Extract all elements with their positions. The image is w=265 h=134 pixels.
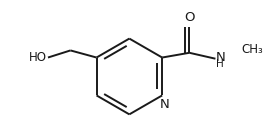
Text: H: H [216, 59, 224, 69]
Text: O: O [184, 11, 195, 24]
Text: N: N [160, 98, 170, 111]
Text: CH₃: CH₃ [241, 43, 263, 56]
Text: N: N [216, 51, 226, 64]
Text: HO: HO [29, 51, 47, 64]
